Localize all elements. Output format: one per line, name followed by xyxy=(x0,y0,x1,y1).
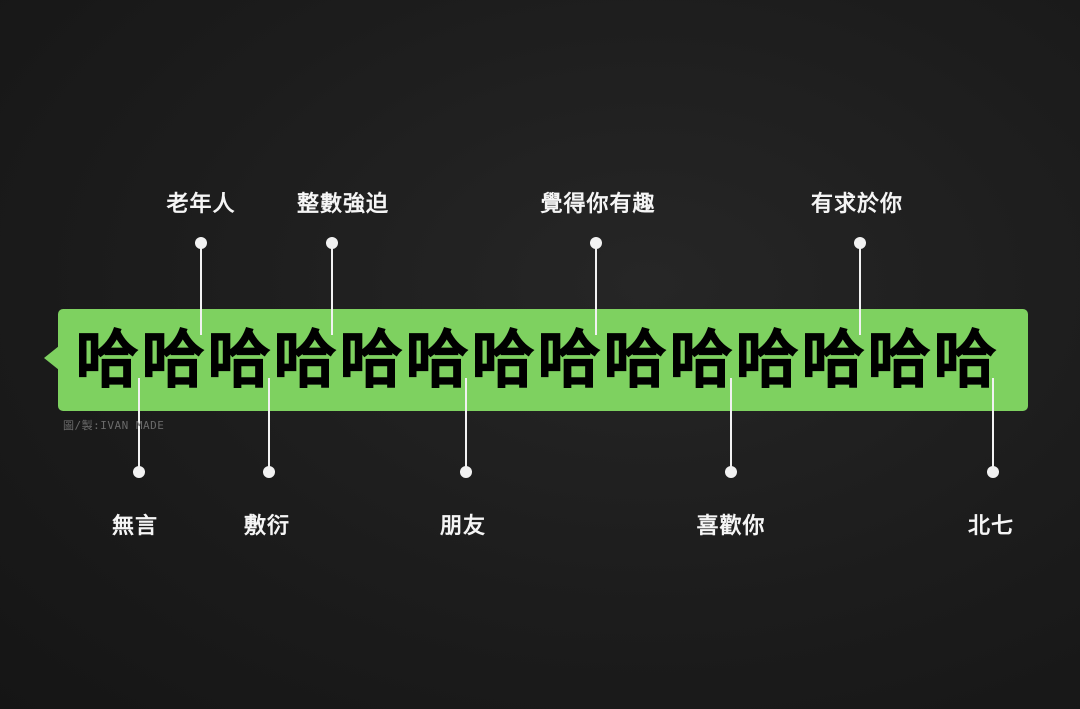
connector-bottom-2 xyxy=(268,378,270,472)
laugh-char: 哈 xyxy=(801,322,864,396)
marker-dot-bottom-2 xyxy=(263,466,275,478)
laugh-char: 哈 xyxy=(603,322,666,396)
laugh-char: 哈 xyxy=(471,322,534,396)
label-bottom-5: 北七 xyxy=(967,514,1015,539)
laugh-char: 哈 xyxy=(339,322,402,396)
label-bottom-4: 喜歡你 xyxy=(696,514,766,539)
label-bottom-1: 無言 xyxy=(111,514,159,539)
marker-dot-bottom-4 xyxy=(725,466,737,478)
label-top-2: 整數強迫 xyxy=(296,192,390,217)
connector-top-1 xyxy=(200,243,202,335)
laugh-char: 哈 xyxy=(867,322,930,396)
laugh-char: 哈 xyxy=(537,322,600,396)
laugh-char: 哈 xyxy=(669,322,732,396)
credit-text: 圖/製:IVAN MADE xyxy=(63,419,165,432)
label-bottom-3: 朋友 xyxy=(439,514,487,539)
chat-bubble-tail xyxy=(44,346,59,370)
laugh-char: 哈 xyxy=(141,322,204,396)
laugh-char: 哈 xyxy=(207,322,270,396)
laugh-char: 哈 xyxy=(273,322,336,396)
label-bottom-2: 敷衍 xyxy=(243,514,291,539)
marker-dot-bottom-3 xyxy=(460,466,472,478)
label-top-3: 覺得你有趣 xyxy=(540,192,656,217)
laugh-char: 哈 xyxy=(75,322,138,396)
marker-dot-top-1 xyxy=(195,237,207,249)
marker-dot-top-2 xyxy=(326,237,338,249)
marker-dot-top-4 xyxy=(854,237,866,249)
marker-dot-bottom-5 xyxy=(987,466,999,478)
connector-bottom-1 xyxy=(138,378,140,472)
connector-top-2 xyxy=(331,243,333,335)
laughter-text-row: 哈哈哈哈哈哈哈哈哈哈哈哈哈哈 xyxy=(74,321,998,399)
laugh-char: 哈 xyxy=(405,322,468,396)
connector-bottom-3 xyxy=(465,378,467,472)
connector-bottom-5 xyxy=(992,378,994,472)
label-top-1: 老年人 xyxy=(166,192,236,217)
marker-dot-top-3 xyxy=(590,237,602,249)
laugh-char: 哈 xyxy=(933,322,996,396)
label-top-4: 有求於你 xyxy=(810,192,904,217)
chat-bubble xyxy=(58,309,1028,411)
connector-bottom-4 xyxy=(730,378,732,472)
laugh-char: 哈 xyxy=(735,322,798,396)
marker-dot-bottom-1 xyxy=(133,466,145,478)
connector-top-3 xyxy=(595,243,597,335)
connector-top-4 xyxy=(859,243,861,335)
